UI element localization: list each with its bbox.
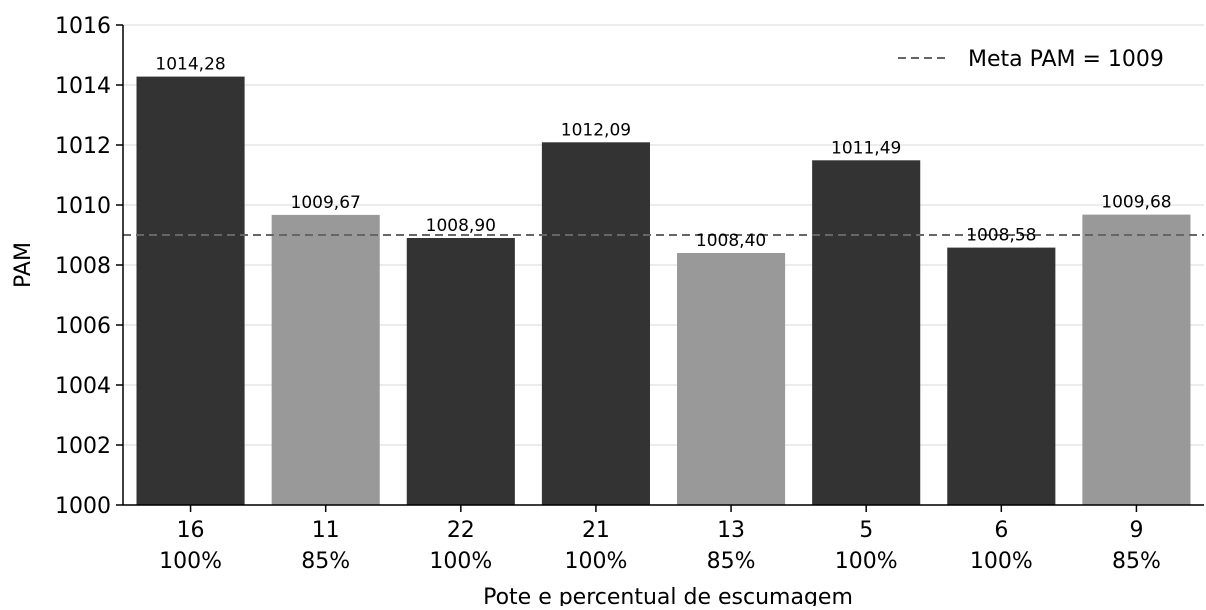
x-tick-label-pote: 13 [717,518,745,543]
bar-pote-5 [812,160,921,506]
x-tick-label-percent: 100% [564,549,627,574]
bar-value-label: 1008,58 [966,226,1036,246]
y-axis-title: PAM [11,242,36,288]
x-tick-label-percent: 85% [1112,549,1161,574]
y-tick-label: 1002 [55,434,111,459]
bar-pote-6 [947,247,1056,505]
bar-pote-13 [677,253,786,505]
bar-value-label: 1011,49 [831,138,901,158]
x-tick-label-pote: 21 [582,518,610,543]
axes: 1000 1002 1004 1006 1008 1010 1012 1014 1016 16 10… [55,14,1204,574]
bar-pote-22 [406,238,515,505]
x-tick-label-percent: 85% [707,549,756,574]
x-tick-label-pote: 11 [312,518,340,543]
y-tick-label: 1010 [55,194,111,219]
bar-pote-16 [136,76,245,505]
x-tick-label-percent: 100% [835,549,898,574]
data-labels: 1014,28 1009,67 1008,90 1012,09 1008,40 1011,… [155,55,1171,251]
bar-value-label: 1008,90 [426,216,496,236]
bar-value-label: 1012,09 [561,120,631,140]
legend: Meta PAM = 1009 [898,47,1164,72]
bar-value-label: 1009,68 [1101,193,1171,213]
x-tick-label-pote: 5 [859,518,873,543]
y-tick-label: 1000 [55,494,111,519]
x-tick-label-pote: 16 [177,518,205,543]
bar-pote-11 [271,214,380,505]
x-tick-label-percent: 85% [301,549,350,574]
x-axis-title: Pote e percentual de escumagem [483,585,853,606]
x-tick-label-percent: 100% [429,549,492,574]
legend-label: Meta PAM = 1009 [968,47,1164,72]
x-tick-label-pote: 9 [1129,518,1143,543]
bar-value-label: 1008,40 [696,231,766,251]
x-tick-label-percent: 100% [970,549,1033,574]
y-tick-label: 1004 [55,374,111,399]
x-tick-label-pote: 6 [994,518,1008,543]
y-tick-label: 1006 [55,314,111,339]
y-tick-label: 1008 [55,254,111,279]
bar-value-label: 1014,28 [155,55,225,75]
bar-pote-21 [541,142,650,506]
bar-value-label: 1009,67 [291,193,361,213]
bars [136,76,1191,506]
x-tick-label-pote: 22 [447,518,475,543]
y-tick-label: 1014 [55,74,111,99]
x-tick-label-percent: 100% [159,549,222,574]
bar-pote-9 [1082,214,1191,505]
y-tick-label: 1012 [55,134,111,159]
y-tick-label: 1016 [55,14,111,39]
